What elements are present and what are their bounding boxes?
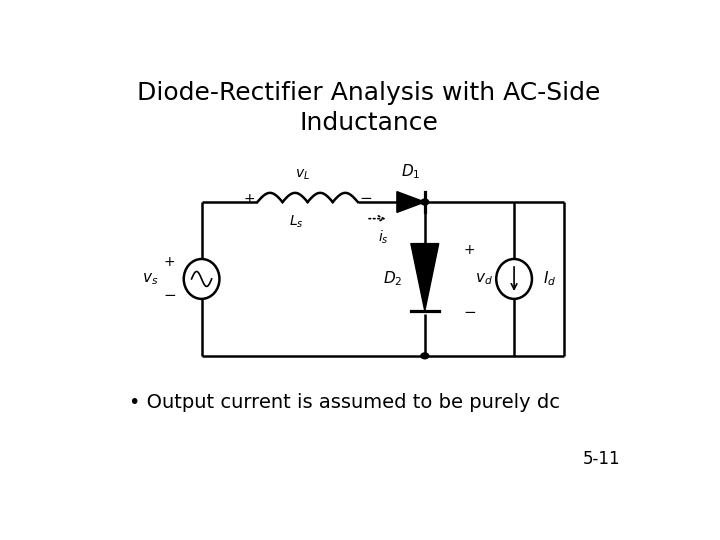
Text: +: + bbox=[243, 192, 255, 206]
Text: Diode-Rectifier Analysis with AC-Side
Inductance: Diode-Rectifier Analysis with AC-Side In… bbox=[138, 82, 600, 135]
Text: $v_d$: $v_d$ bbox=[475, 271, 493, 287]
Text: $v_L$: $v_L$ bbox=[294, 167, 310, 182]
Text: $L_s$: $L_s$ bbox=[289, 214, 304, 230]
Text: $D_1$: $D_1$ bbox=[401, 163, 420, 181]
Text: $I_d$: $I_d$ bbox=[543, 269, 557, 288]
Text: $i_s$: $i_s$ bbox=[377, 229, 388, 246]
Circle shape bbox=[421, 353, 428, 359]
Text: • Output current is assumed to be purely dc: • Output current is assumed to be purely… bbox=[129, 393, 560, 412]
Text: −: − bbox=[463, 305, 476, 320]
Text: −: − bbox=[163, 288, 176, 303]
Polygon shape bbox=[411, 244, 438, 311]
Polygon shape bbox=[397, 192, 425, 212]
Text: +: + bbox=[464, 243, 475, 257]
Circle shape bbox=[421, 199, 428, 205]
Text: −: − bbox=[360, 191, 372, 206]
Text: 5-11: 5-11 bbox=[582, 450, 620, 468]
Text: $v_s$: $v_s$ bbox=[142, 271, 158, 287]
Text: $D_2$: $D_2$ bbox=[383, 269, 402, 288]
Text: +: + bbox=[164, 255, 176, 269]
